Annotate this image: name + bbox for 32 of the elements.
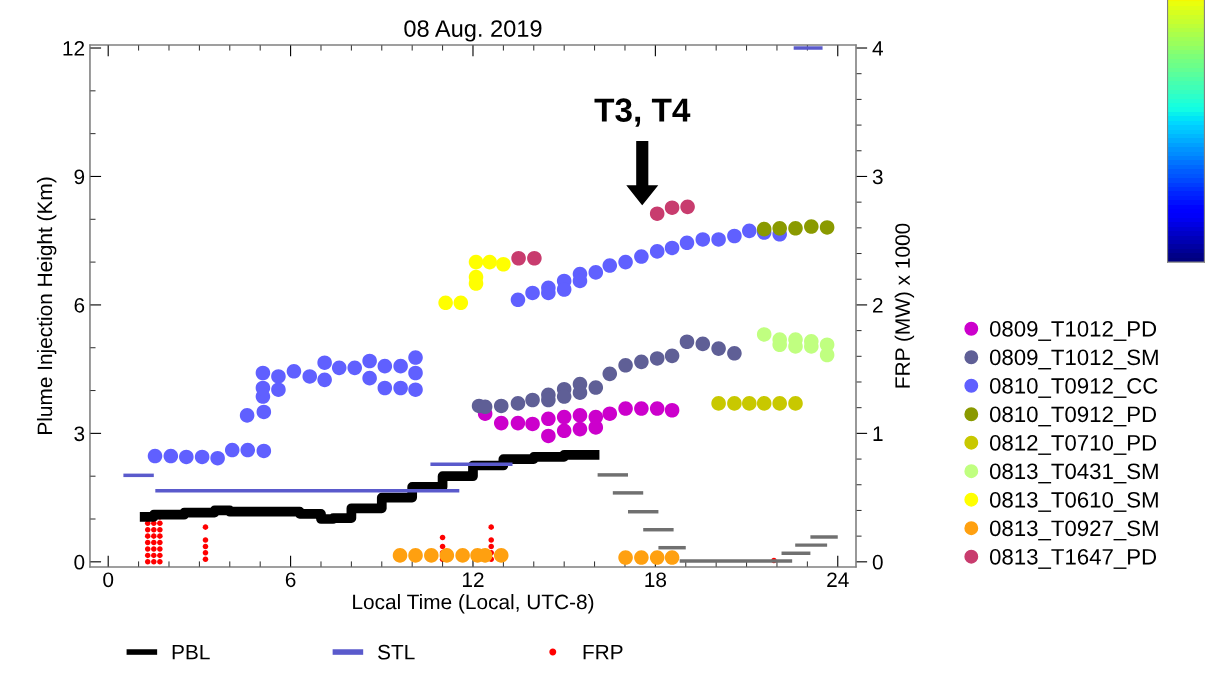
x-tick-label: 12 xyxy=(462,572,484,587)
y-tick-label: 3 xyxy=(74,426,85,442)
legend-label: 0813_T0610_SM xyxy=(989,491,1158,512)
y2-tick-label: 2 xyxy=(873,297,883,313)
x-tick-label: 18 xyxy=(645,572,667,588)
y-tick-label: 12 xyxy=(63,41,85,56)
y2-tick-label: 4 xyxy=(872,41,883,56)
legend-label: 0812_T0710_PD xyxy=(989,434,1157,455)
x-tick-label: 24 xyxy=(827,572,849,587)
x-tick-label: 6 xyxy=(285,572,296,588)
legend-label: 0810_T0912_CC xyxy=(989,377,1158,398)
y2-axis-title: FRP (MW) x 1000 xyxy=(894,223,915,388)
legend-label: 0813_T1647_PD xyxy=(989,548,1157,569)
y-tick-label: 0 xyxy=(74,554,85,570)
y-tick-label: 6 xyxy=(74,297,85,313)
y-tick-label: 9 xyxy=(74,169,85,185)
legend-label: PBL xyxy=(172,644,210,660)
y2-tick-label: 3 xyxy=(872,169,883,185)
legend-label: 0810_T0912_PD xyxy=(989,406,1157,427)
x-tick-label: 0 xyxy=(103,572,114,588)
legend-label: 0813_T0431_SM xyxy=(989,463,1158,484)
legend-label: 0809_T1012_SM xyxy=(989,349,1158,370)
annotation: T3, T4 xyxy=(594,98,691,127)
legend-label: 0809_T1012_PD xyxy=(989,321,1157,341)
y-axis-title: Plume Injection Height (Km) xyxy=(36,177,57,434)
legend-label: FRP xyxy=(583,644,623,660)
y2-tick-label: 1 xyxy=(873,426,883,441)
y2-tick-label: 0 xyxy=(872,554,883,570)
legend-label: 0813_T0927_SM xyxy=(989,520,1158,541)
legend-label: STL xyxy=(378,644,415,660)
x-axis-title: Local Time (Local, UTC-8) xyxy=(353,594,594,614)
chart-title: 08 Aug. 2019 xyxy=(404,20,542,42)
